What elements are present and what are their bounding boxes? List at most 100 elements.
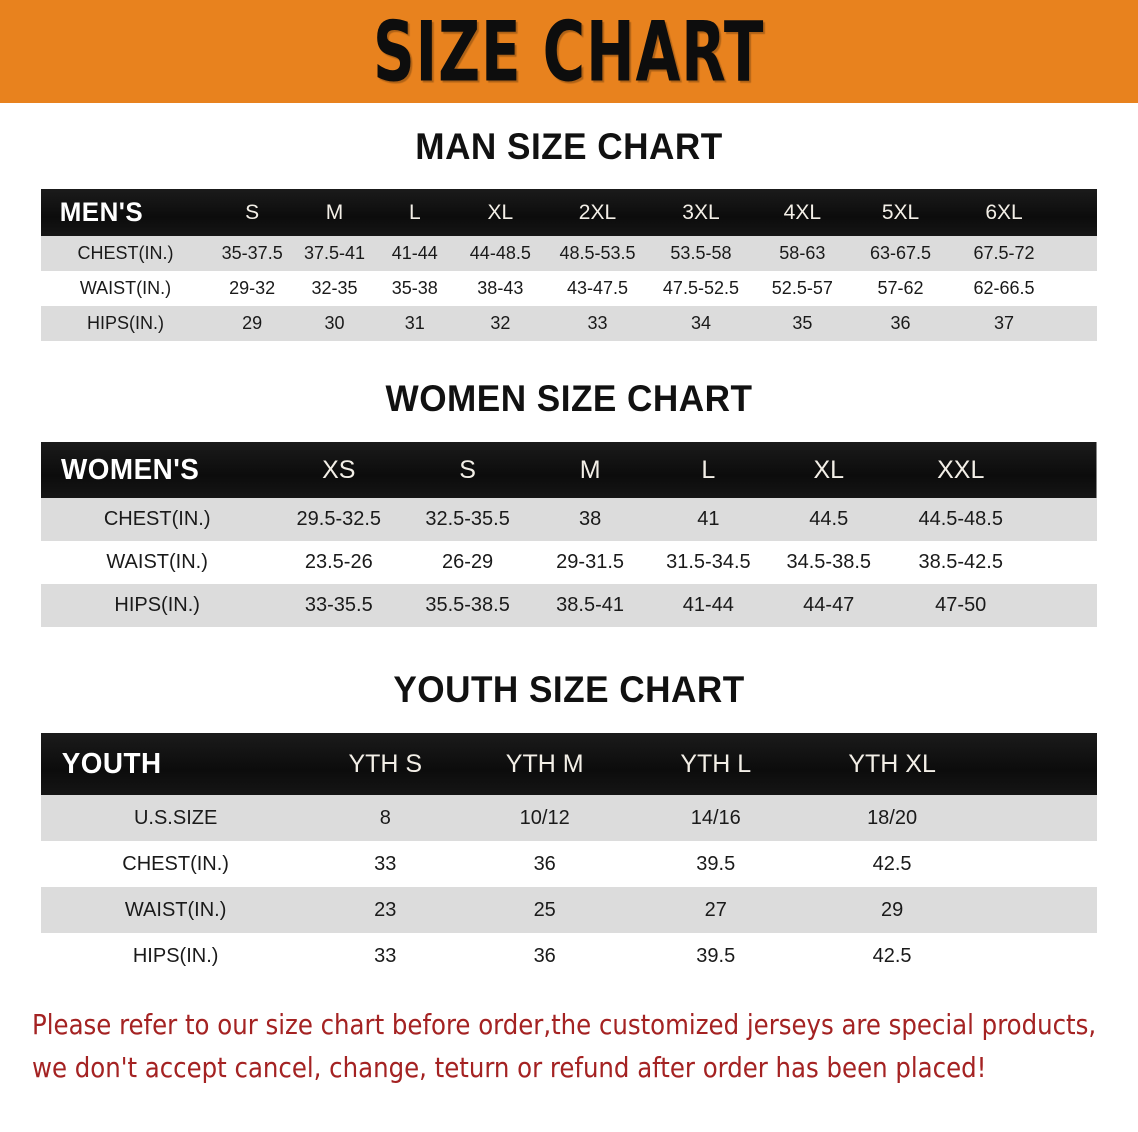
women-column-header: XS [322, 455, 356, 484]
women-cell: 38.5-42.5 [918, 551, 1003, 573]
man-row-label: HIPS(IN.) [86, 313, 164, 333]
man-cell: 31 [404, 313, 425, 333]
women-cell: 35.5-38.5 [425, 594, 510, 616]
youth-cell: 39.5 [696, 852, 736, 875]
youth-cell: 29 [880, 898, 904, 921]
youth-header-filler [982, 733, 1097, 795]
youth-header-label: YOUTH [61, 747, 162, 780]
youth-cell: 33 [374, 852, 397, 875]
youth-column-header: YTH L [680, 749, 752, 778]
man-cell-filler [1059, 236, 1097, 271]
youth-column-header: YTH M [505, 749, 584, 778]
women-cell: 44-47 [803, 594, 855, 616]
women-row-label: CHEST(IN.) [103, 508, 211, 530]
women-cell: 33-35.5 [304, 594, 373, 616]
table-row: CHEST(IN.) 29.5-32.5 32.5-35.5 38 41 44.5 44.5… [41, 498, 1097, 541]
man-cell: 41-44 [391, 243, 438, 263]
man-column-header: S [245, 200, 260, 224]
women-cell: 44.5-48.5 [918, 508, 1003, 530]
women-cell: 41-44 [682, 594, 734, 616]
table-row: WAIST(IN.) 23.5-26 26-29 29-31.5 31.5-34.5 34… [41, 541, 1097, 584]
women-cell: 23.5-26 [304, 551, 373, 573]
man-column-header: 5XL [881, 200, 920, 224]
man-cell: 35-38 [391, 278, 438, 298]
table-row: CHEST(IN.) 33 36 39.5 42.5 [41, 841, 1097, 887]
man-size-table: MEN'S S M L XL 2XL 3XL 4XL 5XL 6XL CHEST(IN.) 35-… [41, 189, 1097, 341]
youth-cell: 23 [374, 898, 397, 921]
women-header-label: WOMEN'S [61, 453, 200, 486]
youth-size-table: YOUTH YTH S YTH M YTH L YTH XL U.S.SIZE 8 10/… [41, 733, 1097, 979]
man-cell: 62-66.5 [973, 278, 1035, 298]
women-cell: 29-31.5 [556, 551, 625, 573]
women-cell: 47-50 [935, 594, 987, 616]
man-section-title: MAN SIZE CHART [415, 126, 723, 167]
women-cell-filler [1031, 498, 1097, 541]
man-column-header: 3XL [682, 200, 720, 224]
women-column-header: XXL [937, 455, 985, 484]
youth-cell-filler [982, 841, 1097, 887]
women-cell: 38.5-41 [556, 594, 625, 616]
man-column-header: 6XL [985, 200, 1023, 224]
size-chart-banner: SIZE CHART [0, 0, 1138, 103]
women-cell: 44.5 [809, 508, 849, 530]
man-cell: 30 [324, 313, 345, 333]
women-column-header: M [579, 455, 601, 484]
man-cell: 29 [242, 313, 263, 333]
youth-cell: 39.5 [696, 944, 736, 967]
youth-cell: 27 [704, 898, 727, 921]
man-cell: 52.5-57 [771, 278, 833, 298]
man-cell: 44-48.5 [469, 243, 531, 263]
women-cell: 29.5-32.5 [296, 508, 382, 530]
youth-cell: 25 [533, 898, 556, 921]
table-row: WAIST(IN.) 23 25 27 29 [41, 887, 1097, 933]
women-size-table: WOMEN'S XS S M L XL XXL CHEST(IN.) 29.5-32.5 32… [41, 442, 1097, 627]
women-column-header: XL [813, 455, 845, 484]
women-section-title: WOMEN SIZE CHART [385, 378, 753, 419]
man-cell: 29-32 [229, 278, 276, 298]
women-cell-filler [1031, 584, 1097, 627]
youth-cell: 33 [374, 944, 397, 967]
man-row-label: WAIST(IN.) [79, 278, 172, 298]
man-column-header: XL [487, 200, 514, 224]
man-cell-filler [1059, 306, 1097, 341]
women-size-table-container: WOMEN'S XS S M L XL XXL CHEST(IN.) 29.5-32.5 32… [41, 442, 1097, 627]
man-cell: 38-43 [477, 278, 524, 298]
man-cell: 57-62 [877, 278, 924, 298]
man-cell: 33 [587, 313, 608, 333]
women-cell: 38 [578, 508, 602, 530]
youth-table-header-row: YOUTH YTH S YTH M YTH L YTH XL [41, 733, 1097, 795]
youth-section-title: YOUTH SIZE CHART [393, 669, 745, 710]
man-cell: 58-63 [779, 243, 826, 263]
youth-row-label: U.S.SIZE [133, 806, 218, 829]
youth-row-label: WAIST(IN.) [124, 898, 227, 921]
man-cell: 35 [792, 313, 813, 333]
table-row: HIPS(IN.) 29 30 31 32 33 34 35 36 37 [41, 306, 1097, 341]
man-cell: 37.5-41 [304, 243, 366, 263]
man-cell: 34 [690, 313, 711, 333]
youth-cell-filler [982, 795, 1097, 841]
women-column-header: S [459, 455, 476, 484]
man-cell: 63-67.5 [869, 243, 932, 263]
man-cell: 36 [890, 313, 911, 333]
youth-column-header: YTH S [348, 749, 423, 778]
man-header-label: MEN'S [59, 197, 144, 227]
youth-cell-filler [982, 887, 1097, 933]
youth-cell: 42.5 [872, 944, 912, 967]
table-row: HIPS(IN.) 33 36 39.5 42.5 [41, 933, 1097, 979]
man-cell: 47.5-52.5 [662, 278, 739, 298]
youth-cell: 36 [533, 852, 556, 875]
note-line: we don't accept cancel, change, teturn o… [32, 1051, 987, 1085]
women-row-label: HIPS(IN.) [114, 594, 200, 616]
women-cell: 41 [697, 508, 720, 530]
youth-cell: 14/16 [690, 806, 741, 829]
man-cell: 32-35 [311, 278, 358, 298]
man-cell: 67.5-72 [973, 243, 1035, 263]
youth-column-header: YTH XL [848, 749, 936, 778]
man-cell: 37 [993, 313, 1015, 333]
man-cell: 32 [490, 313, 511, 333]
man-row-label: CHEST(IN.) [77, 243, 174, 263]
table-row: HIPS(IN.) 33-35.5 35.5-38.5 38.5-41 41-44 44-… [41, 584, 1097, 627]
man-column-header: 4XL [783, 200, 822, 224]
women-table-header-row: WOMEN'S XS S M L XL XXL [41, 442, 1097, 498]
youth-row-label: CHEST(IN.) [122, 852, 229, 875]
